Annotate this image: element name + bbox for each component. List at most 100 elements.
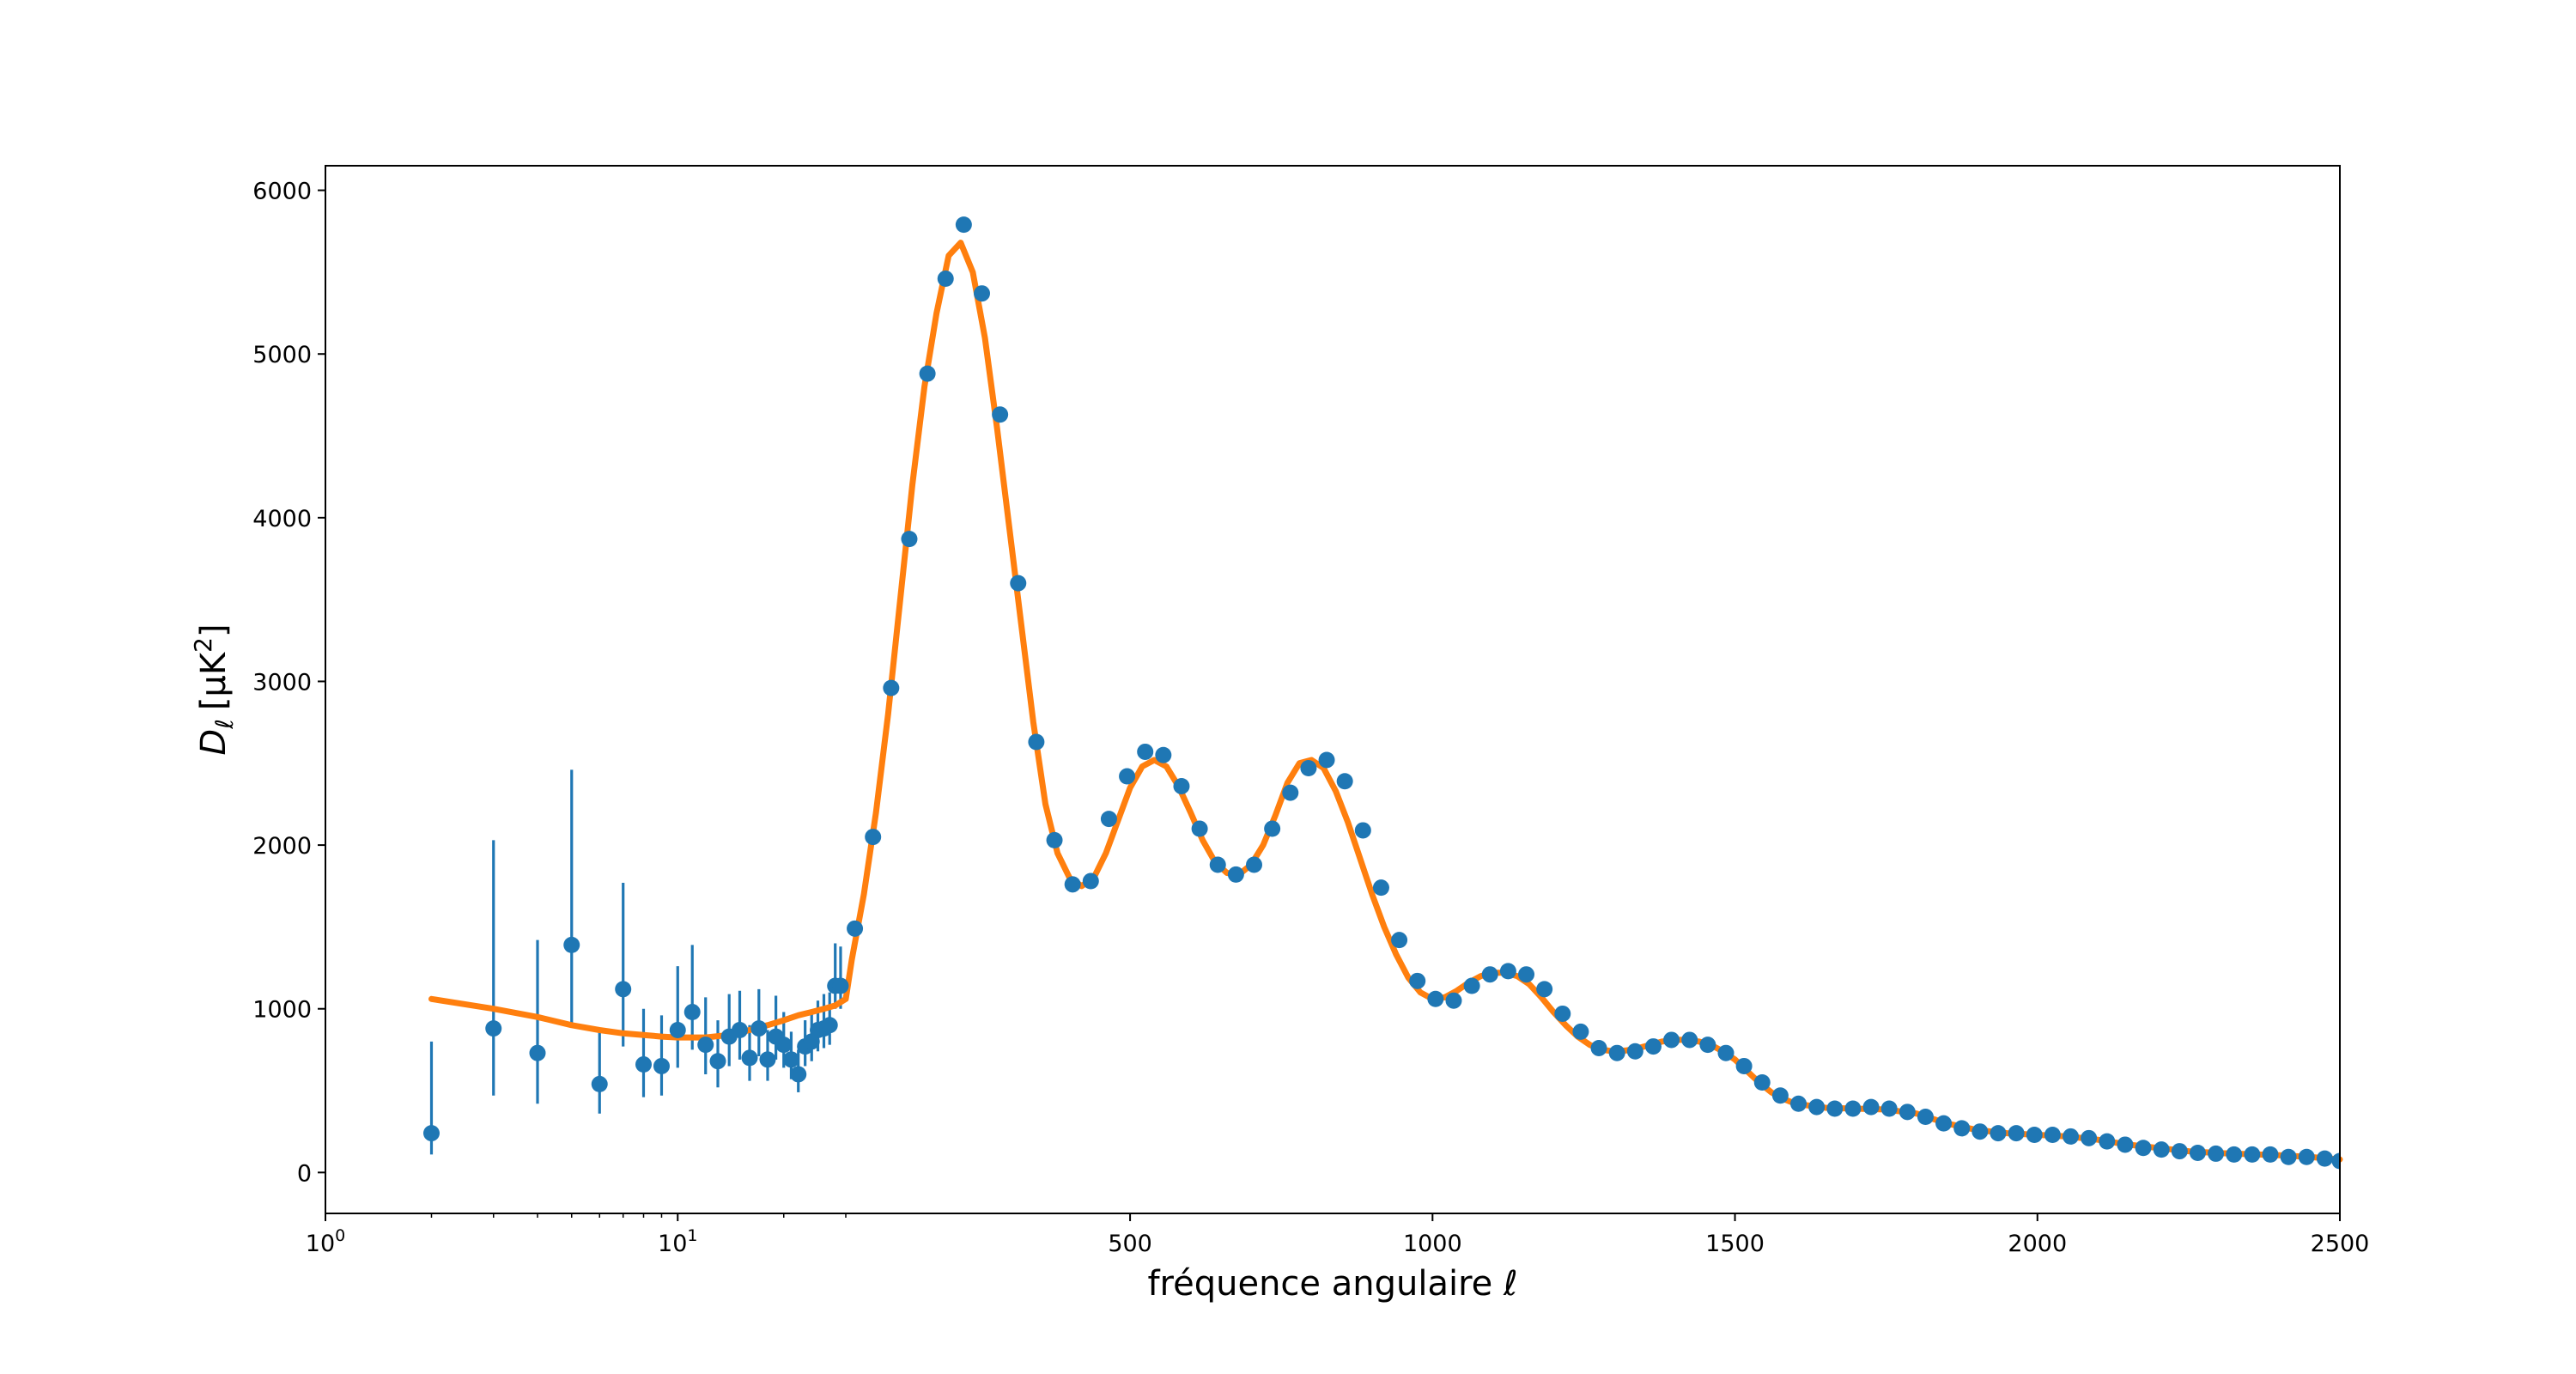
data-point [992,406,1009,423]
data-point [741,1049,758,1067]
data-point [683,1004,701,1021]
data-point [775,1037,793,1054]
data-point [865,829,882,846]
data-point [1826,1100,1844,1117]
data-point [1536,981,1553,998]
x-tick-label: 2500 [2311,1231,2370,1257]
data-point [759,1051,776,1068]
data-point [1518,966,1535,983]
data-point [615,981,632,998]
data-point [1644,1038,1662,1055]
data-point [1554,1005,1571,1022]
data-point [847,920,864,937]
data-point [1771,1087,1789,1104]
data-point [1735,1057,1753,1074]
binned-points [847,216,2340,1170]
x-tick-label: 100 [306,1226,345,1257]
y-axis-label: Dℓ [μK2] [189,623,239,755]
data-point [1137,743,1154,760]
data-point [1880,1100,1898,1117]
data-point [1935,1115,1953,1132]
data-point [1917,1109,1934,1126]
data-point [2044,1127,2061,1143]
data-point [2171,1143,2188,1160]
data-point [669,1022,686,1038]
y-tick-label: 1000 [252,997,312,1024]
y-axis: 0 1000 2000 3000 4000 5000 6000 [252,179,325,1187]
x-axis-label: fréquence angulaire ℓ [1147,1264,1517,1304]
data-point [563,936,580,953]
data-point [790,1066,807,1083]
data-point [2026,1127,2043,1143]
y-tick-label: 4000 [252,506,312,532]
y-tick-label: 6000 [252,179,312,205]
data-point [1082,872,1099,890]
y-label-unit-close: ] [194,623,234,637]
data-point [635,1056,652,1073]
data-point [1264,820,1281,837]
data-point [1064,876,1081,893]
x-axis: 100 101 500 1000 1500 2000 2500 [306,1213,2370,1257]
data-point [1699,1037,1716,1054]
error-bars [429,769,842,1155]
data-point [1155,746,1172,763]
data-point [2244,1146,2261,1163]
x-tick-label: 500 [1108,1231,1152,1257]
data-point [821,1017,838,1034]
data-point [750,1020,768,1037]
data-point [2063,1128,2080,1145]
data-point [1336,773,1353,790]
data-point [1717,1044,1735,1061]
data-point [485,1020,502,1037]
data-point [1499,963,1516,980]
y-tick-label: 5000 [252,342,312,368]
data-point [1209,856,1226,873]
x-tick-label: 2000 [2008,1231,2067,1257]
data-point [529,1044,546,1061]
data-point [1173,777,1190,794]
data-point [1681,1031,1698,1049]
y-label-symbol: D [194,729,234,756]
data-point [1608,1044,1625,1061]
data-point [1990,1125,2007,1142]
y-label-unit-exponent: 2 [189,637,217,653]
data-point [1844,1100,1862,1117]
data-point [1246,856,1263,873]
data-point [1354,822,1371,839]
x-tick-label: 1000 [1403,1231,1462,1257]
data-point [919,365,936,382]
data-point [782,1051,799,1068]
y-label-unit: [μK [194,651,234,710]
low-ell-points [422,936,849,1142]
data-point [1899,1103,1916,1121]
x-tick-label: 101 [658,1226,697,1257]
data-point [2262,1146,2279,1163]
data-point [1572,1023,1589,1040]
data-point [1282,784,1299,801]
data-point [2331,1152,2340,1170]
data-point [1191,820,1208,837]
data-point [1626,1043,1643,1060]
data-point [1046,831,1063,848]
data-point [1227,866,1244,883]
data-point [2081,1129,2098,1146]
data-point [937,271,954,288]
data-point [1409,972,1426,989]
data-point [1790,1095,1807,1112]
data-point [1010,575,1027,592]
data-point [1300,760,1317,776]
data-point [1808,1098,1826,1116]
x-tick-base: 10 [658,1231,687,1257]
data-point [883,679,900,696]
data-point [2189,1144,2206,1161]
data-point [2226,1146,2243,1163]
x-tick-label: 1500 [1705,1231,1765,1257]
data-point [1663,1031,1680,1049]
plot-area [422,216,2343,1170]
data-point [1100,811,1117,828]
data-point [2298,1148,2315,1165]
data-point [709,1053,726,1070]
y-label-subscript: ℓ [210,719,239,730]
x-tick-base: 10 [306,1231,335,1257]
data-point [2135,1140,2152,1157]
